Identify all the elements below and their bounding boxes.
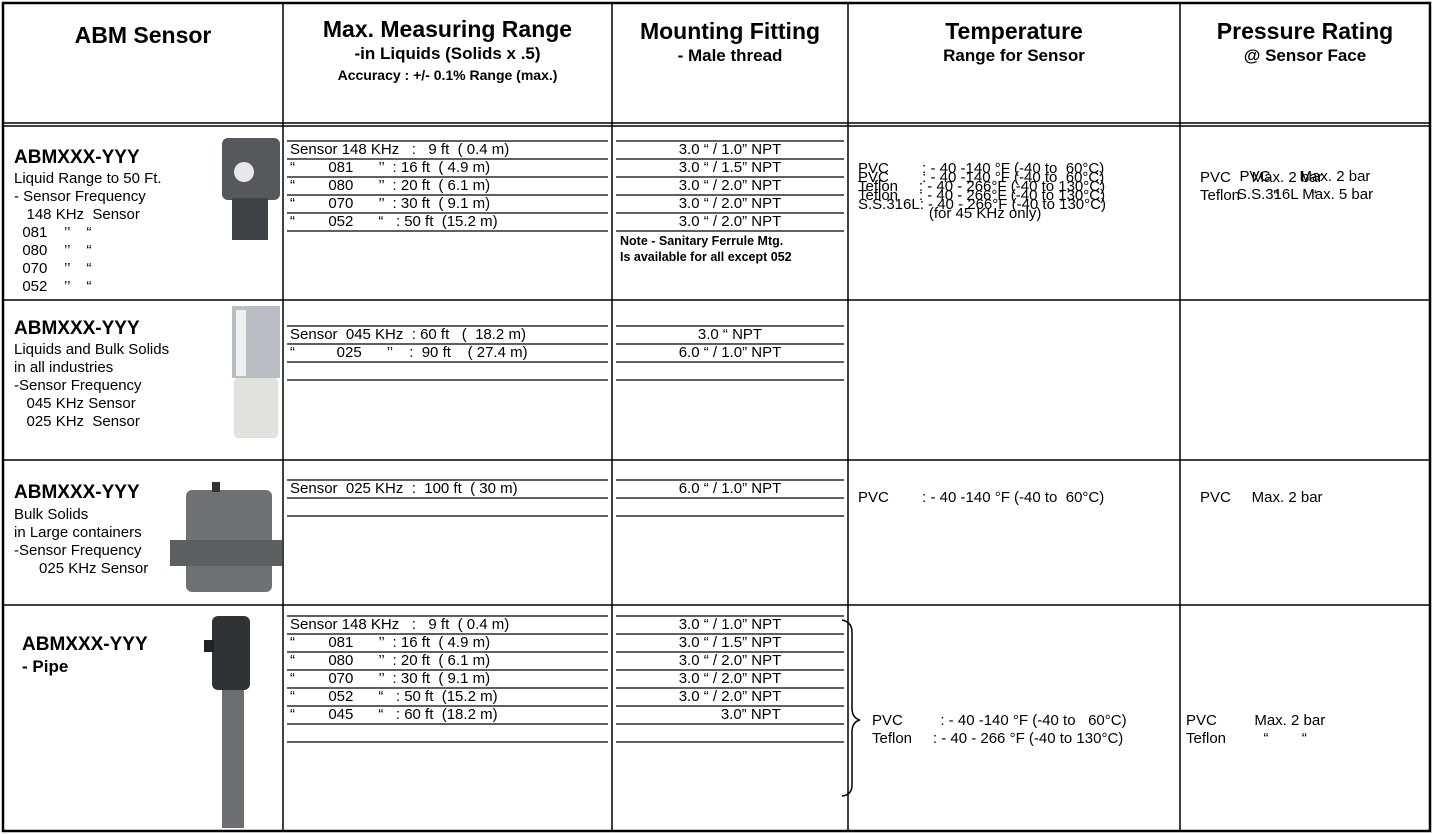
fitting: 6.0 “ / 1.0” NPT	[678, 344, 782, 361]
fitting: 3.0 “ / 1.5” NPT	[678, 159, 782, 176]
fitting: 3.0 “ / 2.0” NPT	[678, 688, 782, 705]
pressure: PVC Max. 2 bar	[1239, 168, 1371, 185]
column-subtitle: -in Liquids (Solids x .5)	[354, 44, 541, 63]
range: Sensor 025 KHz : 100 ft ( 30 m)	[290, 480, 518, 497]
range: Sensor 148 KHz : 9 ft ( 0.4 m)	[290, 616, 510, 633]
column-title: Pressure Rating	[1216, 18, 1394, 44]
pressure: PVC Max. 2 bar	[1200, 169, 1323, 186]
sensor-image	[234, 162, 254, 182]
column-subtitle: @ Sensor Face	[1243, 46, 1367, 65]
fitting: 3.0 “ / 1.0” NPT	[678, 616, 782, 633]
sensor-image	[232, 198, 268, 240]
fitting: 3.0 “ / 2.0” NPT	[678, 213, 782, 230]
temperature: PVC : - 40 -140 °F (-40 to 60°C)	[858, 169, 1105, 186]
range: “ 070 ’’ : 30 ft ( 9.1 m)	[290, 195, 491, 212]
sensor-description: in all industries	[14, 359, 114, 376]
temperature: PVC : - 40 -140 °F (-40 to 60°C)	[858, 489, 1105, 506]
pressure: S.S.316L Max. 5 bar	[1236, 186, 1374, 203]
fitting: 3.0 “ / 1.0” NPT	[678, 141, 782, 158]
sensor-image	[212, 482, 220, 492]
fitting: 3.0 “ / 2.0” NPT	[678, 652, 782, 669]
sensor-description: -Sensor Frequency	[14, 542, 142, 559]
sensor-model: ABMXXX-YYY	[14, 318, 140, 339]
column-subtitle: - Male thread	[677, 46, 783, 65]
temperature: Teflon : - 40 - 266°F (-40 to 130°C)	[858, 178, 1106, 195]
sensor-description: 070 ’’ “	[14, 260, 92, 277]
pressure: Teflon “ “	[1200, 187, 1317, 204]
pressure: PVC Max. 2 bar	[1200, 489, 1323, 506]
pressure: PVC Max. 2 bar	[1186, 712, 1326, 729]
temperature: Teflon : - 40 - 266°F (-40 to 130°C)	[858, 187, 1106, 204]
temperature: Teflon : - 40 - 266 °F (-40 to 130°C)	[872, 730, 1124, 747]
column-title: Max. Measuring Range	[322, 16, 573, 42]
sensor-description: -Sensor Frequency	[14, 377, 142, 394]
fitting: 6.0 “ / 1.0” NPT	[678, 480, 782, 497]
sensor-model: ABMXXX-YYY	[22, 634, 148, 655]
fitting: 3.0 “ NPT	[697, 326, 763, 343]
fitting: 3.0 “ / 1.5” NPT	[678, 634, 782, 651]
sensor-description: 080 ’’ “	[14, 242, 92, 259]
column-title: ABM Sensor	[74, 22, 212, 48]
range: “ 080 ’’ : 20 ft ( 6.1 m)	[290, 177, 491, 194]
sensor-description: - Pipe	[22, 657, 69, 676]
sensor-model: ABMXXX-YYY	[14, 147, 140, 168]
fitting: 3.0 “ / 2.0” NPT	[678, 670, 782, 687]
sensor-description: 148 KHz Sensor	[14, 206, 140, 223]
column-subtitle: Range for Sensor	[943, 46, 1085, 65]
sensor-description: Liquids and Bulk Solids	[14, 341, 170, 358]
sensor-description: - Sensor Frequency	[14, 188, 146, 205]
range: “ 045 “ : 60 ft (18.2 m)	[290, 706, 498, 723]
fitting: 3.0 “ / 2.0” NPT	[678, 195, 782, 212]
sensor-image	[222, 690, 244, 828]
sensor-image	[170, 540, 282, 566]
sensor-image	[234, 378, 278, 438]
sensor-description: Liquid Range to 50 Ft.	[14, 170, 162, 187]
sensor-description: 045 KHz Sensor	[14, 395, 136, 412]
sensor-description: Bulk Solids	[14, 506, 89, 523]
sensor-description: 081 ’’ “	[14, 224, 92, 241]
range: “ 070 ’’ : 30 ft ( 9.1 m)	[290, 670, 491, 687]
range: “ 025 ’’ : 90 ft ( 27.4 m)	[290, 344, 528, 361]
range: “ 052 “ : 50 ft (15.2 m)	[290, 688, 498, 705]
sensor-image	[204, 640, 214, 652]
sensor-model: ABMXXX-YYY	[14, 482, 140, 503]
range: Sensor 148 KHz : 9 ft ( 0.4 m)	[290, 141, 510, 158]
fitting-note: Note - Sanitary Ferrule Mtg.	[620, 234, 784, 248]
fitting-note: Is available for all except 052	[620, 250, 792, 264]
temperature: PVC : - 40 -140 °F (-40 to 60°C)	[872, 712, 1127, 729]
sensor-description: in Large containers	[14, 524, 142, 541]
column-title: Mounting Fitting	[639, 18, 821, 44]
range: “ 081 ’’ : 16 ft ( 4.9 m)	[290, 634, 491, 651]
sensor-description: 025 KHz Sensor	[14, 413, 140, 430]
fitting: 3.0” NPT	[679, 706, 781, 723]
range: “ 081 ’’ : 16 ft ( 4.9 m)	[290, 159, 491, 176]
sensor-description: 052 ’’ “	[14, 278, 92, 295]
fitting: 3.0 “ / 2.0” NPT	[678, 177, 782, 194]
temperature: S.S.316L: - 40 - 266°F (-40 to 130°C)	[858, 196, 1106, 213]
temperature: PVC : - 40 -140 °F (-40 to 60°C)	[858, 160, 1105, 177]
pressure: Teflon “ “	[1186, 730, 1307, 747]
temperature: (for 45 KHz only)	[858, 205, 1042, 222]
range: Sensor 045 KHz : 60 ft ( 18.2 m)	[290, 326, 526, 343]
sensor-description: 025 KHz Sensor	[14, 560, 149, 577]
range: “ 052 “ : 50 ft (15.2 m)	[290, 213, 498, 230]
sensor-image	[236, 310, 246, 376]
sensor-image	[212, 616, 250, 690]
column-title: Temperature	[945, 18, 1083, 44]
range: “ 080 ’’ : 20 ft ( 6.1 m)	[290, 652, 491, 669]
column-subtitle: Accuracy : +/- 0.1% Range (max.)	[337, 67, 558, 83]
